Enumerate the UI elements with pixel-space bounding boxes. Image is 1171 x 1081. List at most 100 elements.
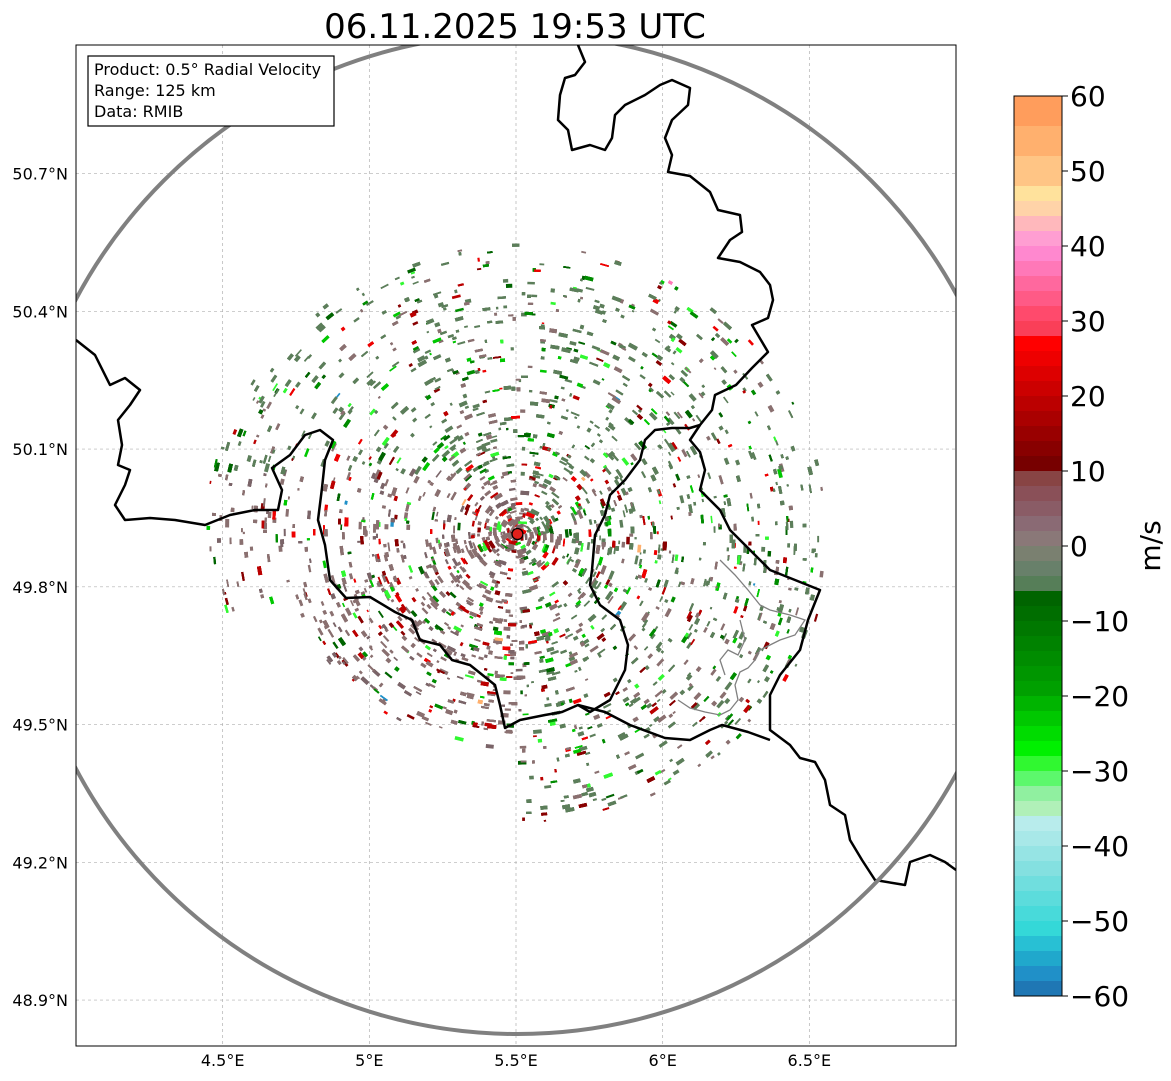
echo-gate	[505, 283, 513, 288]
echo-gate	[735, 459, 741, 466]
echo-gate	[564, 529, 569, 538]
echo-gate	[654, 338, 661, 344]
echo-gate	[707, 472, 712, 480]
echo-gate	[499, 387, 503, 390]
echo-gate	[487, 673, 494, 677]
echo-gate	[605, 405, 610, 409]
echo-gate	[429, 425, 433, 429]
echo-gate	[599, 535, 601, 541]
echo-gate	[636, 404, 643, 411]
echo-gate	[724, 681, 733, 691]
echo-gate	[326, 659, 332, 665]
echo-gate	[669, 320, 678, 328]
echo-gate	[788, 587, 792, 591]
echo-gate	[372, 535, 377, 540]
echo-gate	[341, 602, 346, 608]
echo-gate	[720, 623, 726, 631]
echo-gate	[531, 294, 538, 298]
echo-gate	[522, 713, 529, 716]
echo-gate	[410, 407, 417, 413]
echo-gate	[510, 347, 514, 351]
echo-gate	[716, 699, 725, 709]
echo-gate	[407, 267, 417, 274]
echo-gate	[592, 798, 597, 802]
echo-gate	[472, 407, 479, 412]
echo-gate	[463, 325, 469, 329]
echo-gate	[637, 409, 642, 413]
echo-gate	[435, 470, 442, 478]
echo-gate	[794, 587, 799, 591]
echo-gate	[357, 540, 361, 543]
echo-gate	[294, 381, 301, 388]
echo-gate	[474, 514, 479, 521]
echo-gate	[260, 400, 266, 408]
echo-gate	[503, 618, 508, 623]
echo-gate	[532, 735, 537, 738]
echo-gate	[621, 541, 626, 548]
echo-gate	[408, 363, 413, 368]
echo-gate	[527, 365, 533, 369]
echo-gate	[283, 528, 286, 537]
echo-gate	[413, 619, 421, 627]
echo-gate	[435, 511, 439, 517]
echo-gate	[761, 546, 766, 552]
echo-gate	[668, 713, 674, 719]
echo-gate	[639, 552, 642, 555]
echo-gate	[508, 662, 515, 666]
echo-gate	[496, 521, 501, 531]
echo-gate	[654, 769, 662, 776]
echo-gate	[485, 743, 494, 749]
echo-gate	[634, 555, 639, 565]
echo-gate	[474, 324, 481, 329]
echo-gate	[232, 429, 238, 435]
echo-gate	[399, 281, 405, 286]
echo-gate	[589, 733, 596, 738]
echo-gate	[279, 478, 285, 486]
echo-gate	[622, 510, 626, 518]
echo-gate	[403, 512, 409, 520]
echo-gate	[387, 542, 391, 552]
echo-gate	[396, 457, 402, 464]
echo-gate	[490, 438, 498, 444]
echo-gate	[332, 622, 337, 628]
echo-gate	[503, 690, 511, 695]
echo-gate	[252, 397, 256, 401]
echo-gate	[445, 611, 452, 617]
echo-gate	[392, 311, 401, 318]
echo-gate	[320, 601, 325, 607]
echo-gate	[434, 578, 440, 586]
echo-gate	[715, 675, 722, 682]
echo-gate	[317, 636, 322, 642]
echo-gate	[478, 656, 484, 661]
echo-gate	[494, 670, 498, 675]
echo-gate	[686, 632, 693, 640]
echo-gate	[544, 500, 550, 506]
echo-gate	[566, 556, 572, 565]
echo-gate	[532, 729, 542, 734]
echo-gate	[642, 549, 646, 554]
echo-gate	[667, 777, 672, 781]
echo-gate	[674, 306, 680, 312]
echo-gate	[373, 523, 377, 533]
echo-gate	[528, 478, 533, 481]
echo-gate	[722, 633, 728, 641]
echo-gate	[464, 431, 470, 437]
echo-gate	[602, 702, 612, 709]
echo-gate	[672, 483, 677, 488]
echo-gate	[700, 391, 706, 397]
echo-gate	[390, 429, 399, 438]
echo-gate	[664, 598, 669, 604]
echo-gate	[557, 604, 563, 609]
echo-gate	[656, 658, 665, 667]
echo-gate	[586, 541, 591, 551]
echo-gate	[466, 369, 476, 376]
echo-gate	[605, 793, 615, 799]
echo-gate	[546, 697, 550, 701]
echo-gate	[415, 691, 422, 696]
echo-gate	[713, 367, 717, 371]
echo-gate	[634, 537, 637, 540]
echo-gate	[414, 465, 422, 476]
echo-gate	[441, 449, 451, 459]
echo-gate	[454, 735, 464, 742]
echo-gate	[777, 468, 783, 479]
